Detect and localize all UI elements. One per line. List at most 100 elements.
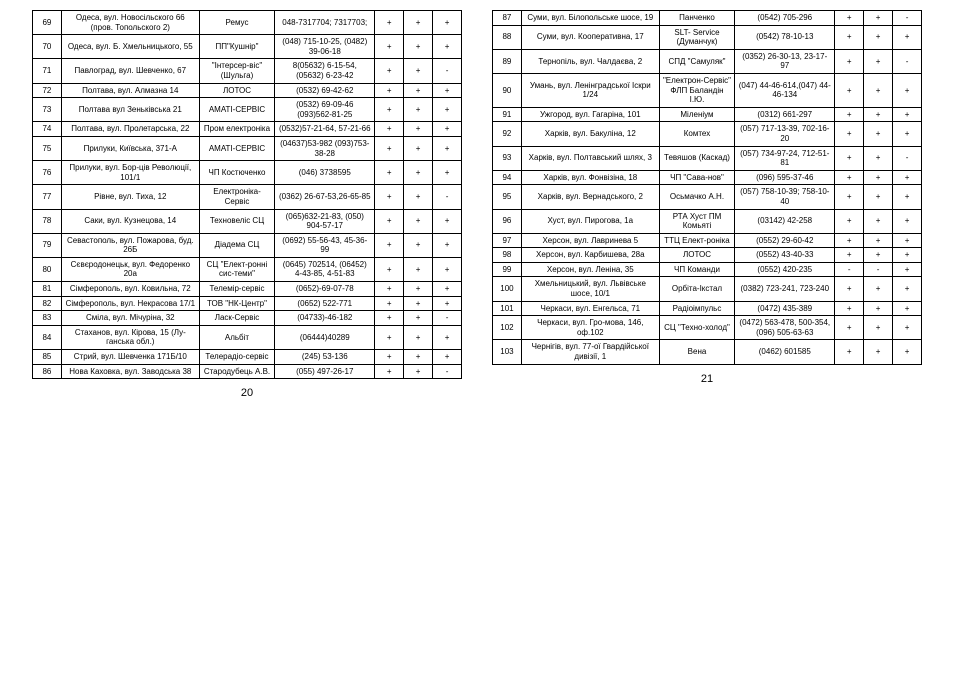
address-cell: Сміла, вул. Мічуріна, 32 xyxy=(61,311,199,326)
mark-cell-2: + xyxy=(404,122,433,137)
mark-cell-3: - xyxy=(433,364,462,379)
mark-cell-2: + xyxy=(864,107,893,122)
table-row: 73Полтава вул Зеньківська 21АМАТІ-СЕРВІС… xyxy=(33,98,462,122)
row-number: 69 xyxy=(33,11,62,35)
mark-cell-1: + xyxy=(835,73,864,107)
address-cell: Полтава, вул. Алмазна 14 xyxy=(61,83,199,98)
mark-cell-2: + xyxy=(864,11,893,26)
address-cell: Хмельницький, вул. Львівське шосе, 10/1 xyxy=(521,277,659,301)
mark-cell-1: + xyxy=(835,209,864,233)
table-row: 92Харків, вул. Бакуліна, 12Комтех(057) 7… xyxy=(493,122,922,146)
mark-cell-1: + xyxy=(375,257,404,281)
mark-cell-2: + xyxy=(404,136,433,160)
address-cell: Рівне, вул. Тиха, 12 xyxy=(61,185,199,209)
row-number: 77 xyxy=(33,185,62,209)
row-number: 88 xyxy=(493,25,522,49)
address-cell: Херсон, вул. Лавринева 5 xyxy=(521,233,659,248)
mark-cell-3: + xyxy=(893,340,922,364)
table-row: 81Сімферополь, вул. Ковильна, 72Телемір-… xyxy=(33,282,462,297)
mark-cell-3: + xyxy=(893,209,922,233)
mark-cell-1: + xyxy=(375,161,404,185)
org-cell: Телемір-сервіс xyxy=(199,282,275,297)
row-number: 103 xyxy=(493,340,522,364)
phone-cell: (065)632-21-83, (050) 904-57-17 xyxy=(275,209,375,233)
mark-cell-1: + xyxy=(375,83,404,98)
table-row: 84Стаханов, вул. Кірова, 15 (Лу-ганська … xyxy=(33,325,462,349)
row-number: 84 xyxy=(33,325,62,349)
mark-cell-1: + xyxy=(375,11,404,35)
mark-cell-1: + xyxy=(375,296,404,311)
mark-cell-3: - xyxy=(893,11,922,26)
mark-cell-2: + xyxy=(404,209,433,233)
address-cell: Хуст, вул. Пирогова, 1а xyxy=(521,209,659,233)
row-number: 75 xyxy=(33,136,62,160)
phone-cell: (0652) 522-771 xyxy=(275,296,375,311)
mark-cell-1: + xyxy=(375,185,404,209)
phone-cell: (057) 717-13-39, 702-16-20 xyxy=(735,122,835,146)
mark-cell-1: + xyxy=(375,325,404,349)
table-row: 99Херсон, вул. Леніна, 35ЧП Команди(0552… xyxy=(493,262,922,277)
org-cell: Стародубець А.В. xyxy=(199,364,275,379)
mark-cell-3: + xyxy=(893,262,922,277)
mark-cell-2: - xyxy=(864,262,893,277)
table-row: 89Тернопіль, вул. Чалдаєва, 2СПД "Самуля… xyxy=(493,49,922,73)
table-row: 75Прилуки, Київська, 371-ААМАТІ-СЕРВІС(0… xyxy=(33,136,462,160)
phone-cell: (0532)57-21-64, 57-21-66 xyxy=(275,122,375,137)
mark-cell-2: + xyxy=(404,325,433,349)
mark-cell-1: + xyxy=(835,49,864,73)
phone-cell: (046) 3738595 xyxy=(275,161,375,185)
mark-cell-2: + xyxy=(404,161,433,185)
row-number: 92 xyxy=(493,122,522,146)
mark-cell-1: + xyxy=(375,364,404,379)
mark-cell-1: + xyxy=(375,35,404,59)
address-cell: Тернопіль, вул. Чалдаєва, 2 xyxy=(521,49,659,73)
row-number: 100 xyxy=(493,277,522,301)
mark-cell-1: + xyxy=(375,122,404,137)
table-row: 102Черкаси, вул. Гро-мова, 146, оф.102СЦ… xyxy=(493,316,922,340)
org-cell: Телерадіо-сервіс xyxy=(199,350,275,365)
row-number: 85 xyxy=(33,350,62,365)
phone-cell: 048-7317704; 7317703; xyxy=(275,11,375,35)
address-cell: Сімферополь, вул. Ковильна, 72 xyxy=(61,282,199,297)
address-cell: Черкаси, вул. Гро-мова, 146, оф.102 xyxy=(521,316,659,340)
table-row: 103Чернігів, вул. 77-ої Гвардійської див… xyxy=(493,340,922,364)
mark-cell-3: + xyxy=(433,83,462,98)
row-number: 102 xyxy=(493,316,522,340)
mark-cell-1: + xyxy=(375,233,404,257)
phone-cell: (0552) 43-40-33 xyxy=(735,248,835,263)
mark-cell-3: - xyxy=(433,185,462,209)
row-number: 70 xyxy=(33,35,62,59)
mark-cell-3: + xyxy=(433,257,462,281)
mark-cell-2: + xyxy=(864,277,893,301)
phone-cell: (057) 734-97-24, 712-51-81 xyxy=(735,146,835,170)
mark-cell-3: + xyxy=(433,350,462,365)
address-cell: Харків, вул. Бакуліна, 12 xyxy=(521,122,659,146)
address-cell: Сєвєродонецьк, вул. Федоренко 20а xyxy=(61,257,199,281)
address-cell: Херсон, вул. Леніна, 35 xyxy=(521,262,659,277)
org-cell: Тевяшов (Каскад) xyxy=(659,146,735,170)
mark-cell-2: + xyxy=(404,282,433,297)
mark-cell-1: + xyxy=(835,301,864,316)
mark-cell-1: + xyxy=(375,59,404,83)
address-cell: Полтава, вул. Пролетарська, 22 xyxy=(61,122,199,137)
org-cell: Панченко xyxy=(659,11,735,26)
row-number: 81 xyxy=(33,282,62,297)
mark-cell-3: + xyxy=(893,316,922,340)
row-number: 83 xyxy=(33,311,62,326)
mark-cell-3: + xyxy=(433,98,462,122)
mark-cell-2: + xyxy=(864,233,893,248)
org-cell: Діадема СЦ xyxy=(199,233,275,257)
phone-cell: (0362) 26-67-53,26-65-85 xyxy=(275,185,375,209)
table-row: 90Умань, вул. Ленінградської Іскри 1/24"… xyxy=(493,73,922,107)
address-cell: Прилуки, Київська, 371-А xyxy=(61,136,199,160)
table-row: 98Херсон, вул. Карбишева, 28аЛОТОС(0552)… xyxy=(493,248,922,263)
mark-cell-3: + xyxy=(893,185,922,209)
org-cell: Електроніка-Сервіс xyxy=(199,185,275,209)
row-number: 95 xyxy=(493,185,522,209)
mark-cell-2: + xyxy=(864,122,893,146)
address-cell: Нова Каховка, вул. Заводська 38 xyxy=(61,364,199,379)
mark-cell-2: + xyxy=(404,83,433,98)
table-row: 85Стрий, вул. Шевченка 171Б/10Телерадіо-… xyxy=(33,350,462,365)
left-table: 69Одеса, вул. Новосільского 66 (пров. То… xyxy=(32,10,462,379)
org-cell: ЧП "Сава-нов" xyxy=(659,170,735,185)
